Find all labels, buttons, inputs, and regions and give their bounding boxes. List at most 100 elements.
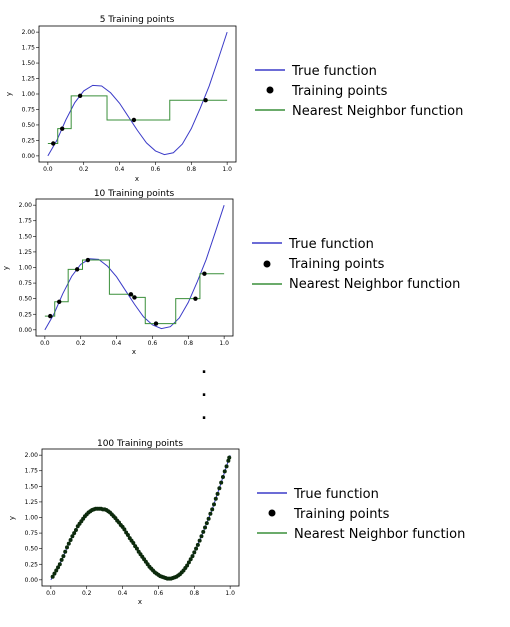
y-tick-label: 1.75 — [25, 468, 39, 475]
training-point — [226, 458, 231, 463]
y-tick-label: 0.50 — [19, 296, 33, 303]
training-point — [185, 563, 190, 568]
training-point — [132, 295, 137, 300]
training-point — [201, 529, 206, 534]
legend-marker-points — [268, 509, 276, 517]
legend-label: Nearest Neighbor function — [294, 527, 465, 542]
x-tick-label: 1.0 — [219, 340, 229, 347]
legend-label: True function — [291, 64, 377, 79]
training-point — [70, 534, 75, 539]
training-point — [186, 560, 191, 565]
training-point — [227, 455, 232, 460]
training-point — [50, 574, 55, 579]
y-ticks: 0.00 0.25 0.50 0.75 1.00 1.25 1.50 1.75 2.00 — [25, 452, 42, 584]
y-tick-label: 1.75 — [22, 45, 36, 52]
x-axis-label: x — [135, 175, 139, 183]
chart-panel-5-points: 5 Training points 0.0 0.2 0.4 0.6 0.8 1.0 0.0… — [5, 15, 237, 183]
plot-area — [44, 205, 225, 331]
training-point — [131, 117, 137, 123]
training-point — [202, 271, 207, 276]
x-tick-label: 0.2 — [76, 340, 86, 347]
training-point — [192, 550, 197, 555]
training-point — [74, 267, 80, 272]
training-point — [206, 516, 211, 521]
training-point — [54, 568, 59, 573]
training-point — [51, 141, 56, 146]
training-point — [203, 525, 208, 530]
training-point — [52, 571, 57, 576]
y-axis-label: y — [8, 516, 16, 520]
y-tick-label: 1.00 — [19, 265, 33, 272]
y-tick-label: 0.25 — [22, 137, 36, 144]
x-tick-label: 0.4 — [115, 166, 125, 173]
legend: True function Training points Nearest Ne… — [255, 64, 463, 119]
x-tick-label: 0.6 — [151, 166, 161, 173]
legend-label: True function — [293, 487, 379, 502]
training-point — [199, 534, 204, 539]
y-tick-label: 1.50 — [22, 60, 36, 67]
chart-title: 5 Training points — [100, 15, 175, 25]
y-tick-label: 1.50 — [19, 233, 33, 240]
y-tick-label: 0.75 — [25, 530, 39, 537]
x-tick-label: 0.2 — [82, 590, 92, 597]
training-point — [213, 496, 218, 501]
y-tick-label: 0.00 — [19, 327, 33, 334]
training-point — [128, 292, 134, 297]
x-ticks: 0.0 0.2 0.4 0.6 0.8 1.0 — [40, 336, 229, 347]
training-point — [61, 554, 66, 559]
training-point — [59, 557, 64, 562]
training-point — [203, 97, 208, 103]
plot-area — [47, 31, 228, 157]
ellipsis-dot: . — [201, 361, 206, 377]
x-tick-label: 0.2 — [79, 166, 89, 173]
training-point — [64, 545, 69, 550]
training-point — [134, 546, 139, 551]
y-tick-label: 0.75 — [19, 280, 33, 287]
y-tick-label: 0.00 — [25, 577, 39, 584]
true-function-line — [47, 31, 228, 157]
y-tick-label: 0.25 — [25, 561, 39, 568]
training-point — [131, 541, 136, 546]
legend-marker-points — [263, 260, 271, 268]
training-point — [48, 313, 53, 319]
training-point — [220, 474, 225, 479]
y-tick-label: 2.00 — [22, 29, 36, 36]
y-tick-label: 0.50 — [25, 546, 39, 553]
y-tick-label: 2.00 — [25, 452, 39, 459]
y-ticks: 0.00 0.25 0.50 0.75 1.00 1.25 1.50 1.75 2.00 — [19, 202, 36, 334]
chart-title: 100 Training points — [97, 439, 183, 449]
x-tick-label: 0.8 — [190, 590, 200, 597]
training-point — [208, 511, 213, 516]
nearest-neighbor-line — [44, 259, 225, 325]
y-tick-label: 0.00 — [22, 153, 36, 160]
y-ticks: 0.00 0.25 0.50 0.75 1.00 1.25 1.50 1.75 2.00 — [22, 29, 39, 160]
nearest-neighbor-line — [47, 95, 228, 145]
training-point — [68, 537, 73, 542]
y-tick-label: 1.25 — [19, 249, 33, 256]
training-point — [224, 464, 229, 469]
y-tick-label: 1.00 — [25, 515, 39, 522]
y-axis-label: y — [2, 266, 10, 270]
training-point — [210, 507, 215, 512]
true-function-line — [50, 455, 231, 581]
training-point — [122, 527, 127, 532]
training-point — [57, 299, 62, 304]
ellipsis-dot: . — [201, 407, 206, 423]
y-tick-label: 1.50 — [25, 483, 39, 490]
training-point — [66, 541, 71, 546]
plot-area — [50, 455, 232, 581]
x-tick-label: 0.0 — [40, 340, 50, 347]
training-point — [197, 538, 202, 543]
legend-marker-points — [266, 86, 274, 94]
x-ticks: 0.0 0.2 0.4 0.6 0.8 1.0 — [46, 586, 235, 597]
ellipsis-dot: . — [201, 384, 206, 400]
legend-label: Nearest Neighbor function — [289, 277, 460, 292]
x-tick-label: 0.0 — [46, 590, 56, 597]
chart-panel-10-points: 10 Training points 0.0 0.2 0.4 0.6 0.8 1.0 0.… — [2, 189, 234, 356]
training-point — [190, 554, 195, 559]
x-tick-label: 0.4 — [118, 590, 128, 597]
training-point — [72, 531, 77, 536]
legend-label: Training points — [291, 84, 388, 99]
y-tick-label: 0.50 — [22, 122, 36, 129]
